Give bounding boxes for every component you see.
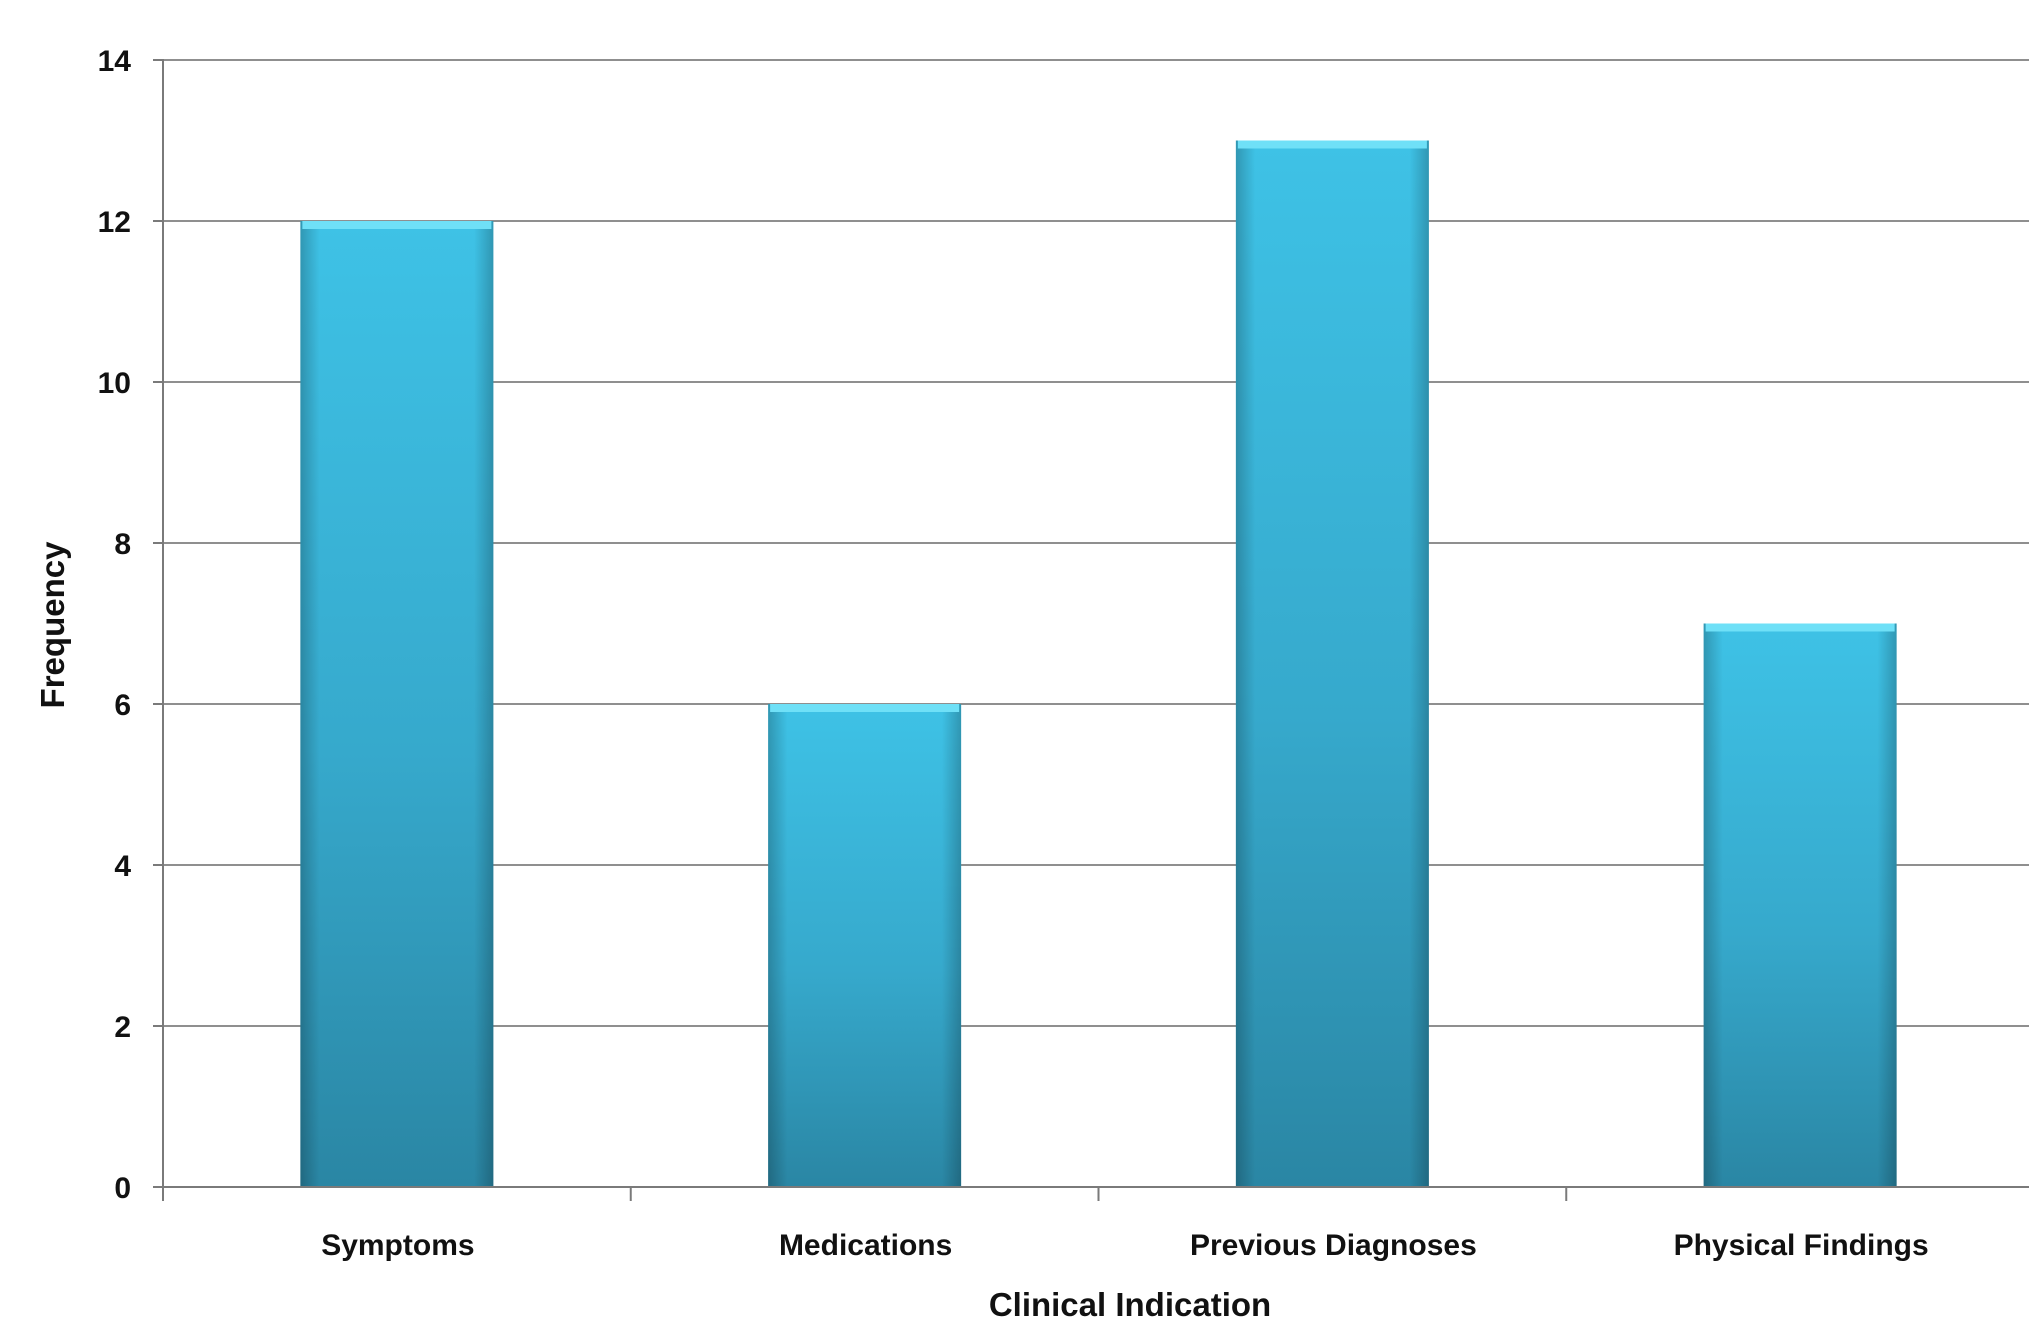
y-tick-label-12: 12: [98, 206, 131, 239]
x-axis-title: Clinical Indication: [989, 1286, 1271, 1322]
bars: [300, 140, 1897, 1187]
x-tick-label-previous-diagnoses: Previous Diagnoses: [1190, 1229, 1477, 1262]
bar-shade-medications: [768, 704, 962, 1187]
y-tick-label-6: 6: [114, 689, 131, 722]
x-tick-label-symptoms: Symptoms: [321, 1229, 474, 1262]
y-tick-label-0: 0: [114, 1172, 131, 1205]
y-tick-label-8: 8: [114, 528, 131, 561]
bar-previous-diagnoses: [1235, 140, 1429, 1187]
bar-cap-medications: [770, 704, 960, 712]
bar-shade-previous-diagnoses: [1235, 140, 1429, 1187]
bar-symptoms: [300, 221, 494, 1187]
bar-medications: [768, 704, 962, 1187]
y-tick-label-10: 10: [98, 367, 131, 400]
bar-cap-symptoms: [302, 221, 492, 229]
bar-physical-findings: [1703, 623, 1897, 1187]
y-tick-label-2: 2: [114, 1011, 131, 1044]
bar-cap-previous-diagnoses: [1237, 140, 1427, 149]
y-tick-label-4: 4: [114, 850, 131, 883]
axes: [153, 59, 2029, 1201]
x-tick-label-medications: Medications: [779, 1229, 952, 1262]
x-tick-label-physical-findings: Physical Findings: [1674, 1229, 1929, 1262]
bar-shade-physical-findings: [1703, 623, 1897, 1187]
tick-labels: 0 2 4 6 8 10 12 14 Symptoms Medications Previous D…: [98, 45, 1929, 1262]
bar-cap-physical-findings: [1705, 623, 1895, 632]
y-axis-title: Frequency: [34, 541, 71, 709]
y-tick-label-14: 14: [98, 45, 132, 78]
bar-shade-symptoms: [300, 221, 494, 1187]
